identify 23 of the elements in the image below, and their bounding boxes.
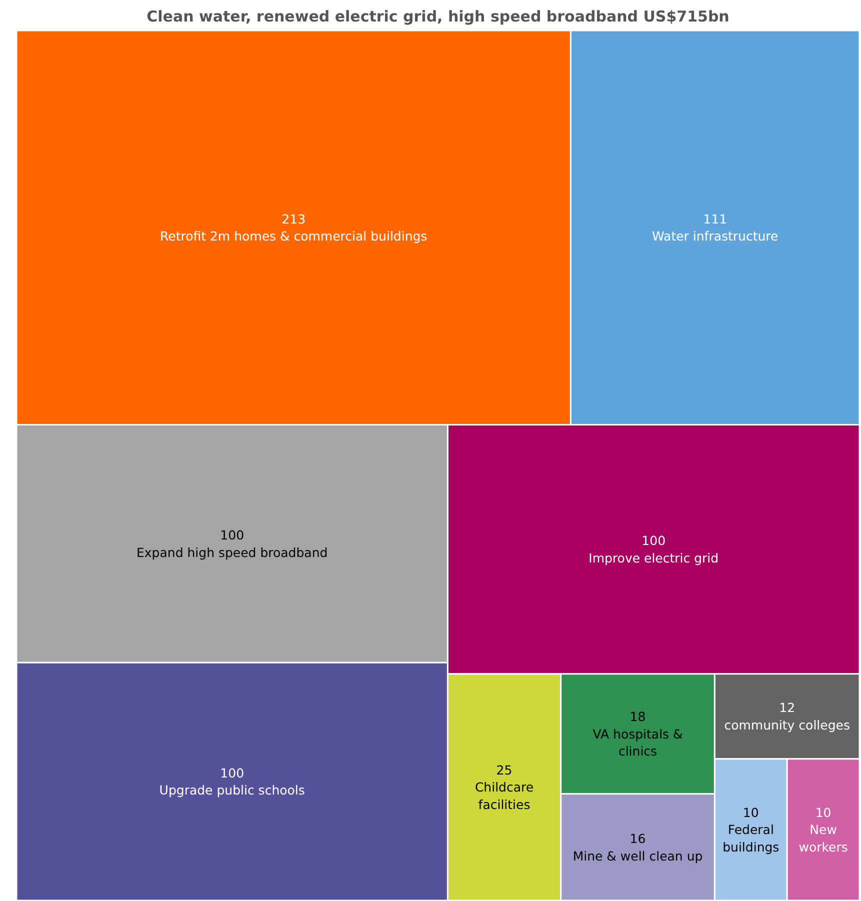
data-label: 12 [779,700,796,716]
category-label: community colleges [724,717,850,732]
category-label: Improve electric grid [588,550,719,566]
category-label: New workers [798,822,848,854]
data-label: 100 [642,533,666,548]
category-label: Water infrastructure [652,228,779,244]
text: Clean water, renewed electric grid, high speed broadband US$715bn [146,8,730,26]
category-label: Federal buildings [722,822,780,854]
data-label: 18 [630,709,646,724]
category-label: Retrofit 2m homes & commercial buildings [160,228,428,244]
data-label: 10 [815,804,832,820]
data-label: 25 [496,762,512,778]
category-label: Expand high speed broadband [136,544,328,560]
category-label: Childcare facilities [474,780,534,812]
data-label: 10 [742,804,759,820]
data-label: 213 [282,211,306,226]
data-label: 100 [220,765,244,780]
data-label: 100 [220,528,244,543]
category-label: Mine & well clean up [572,848,703,864]
data-label: 111 [703,211,728,226]
category-label: Upgrade public schools [159,782,305,798]
category-label: VA hospitals & clinics [592,726,684,759]
data-label: 16 [630,831,646,846]
